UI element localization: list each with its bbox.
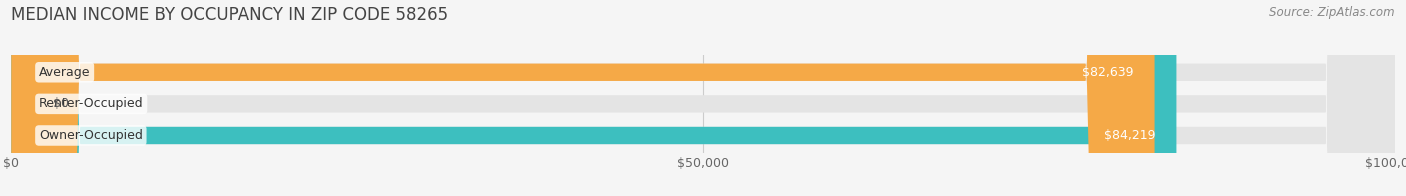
FancyBboxPatch shape bbox=[11, 0, 1177, 196]
Text: Renter-Occupied: Renter-Occupied bbox=[39, 97, 143, 110]
FancyBboxPatch shape bbox=[11, 0, 1395, 196]
Text: $82,639: $82,639 bbox=[1083, 66, 1133, 79]
Text: MEDIAN INCOME BY OCCUPANCY IN ZIP CODE 58265: MEDIAN INCOME BY OCCUPANCY IN ZIP CODE 5… bbox=[11, 6, 449, 24]
Text: Source: ZipAtlas.com: Source: ZipAtlas.com bbox=[1270, 6, 1395, 19]
Text: $84,219: $84,219 bbox=[1104, 129, 1156, 142]
Text: Owner-Occupied: Owner-Occupied bbox=[39, 129, 143, 142]
FancyBboxPatch shape bbox=[11, 0, 1154, 196]
Text: $0: $0 bbox=[53, 97, 69, 110]
Text: Average: Average bbox=[39, 66, 90, 79]
FancyBboxPatch shape bbox=[11, 0, 1395, 196]
FancyBboxPatch shape bbox=[11, 0, 1395, 196]
